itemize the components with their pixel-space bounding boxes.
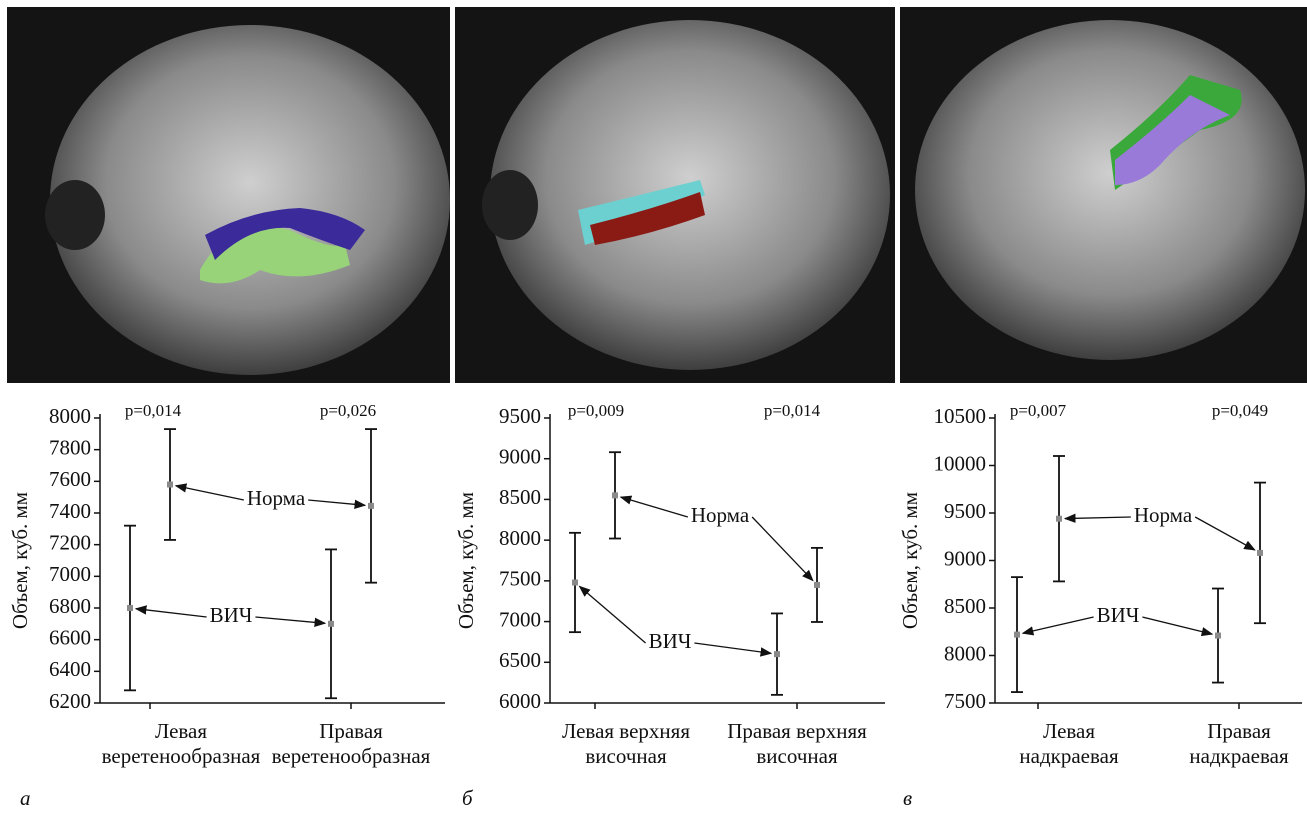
y-tick-label: 9000 [944,546,986,570]
p-value: p=0,014 [764,401,821,420]
series-label: Норма [691,503,750,527]
series-label: ВИЧ [1097,603,1140,627]
figure: 6200 6400 6600 6800 7000 7200 7400 7600 7800 8000… [0,0,1307,815]
y-tick-label: 10500 [934,404,987,428]
mri-a [7,7,450,383]
p-value: p=0,026 [320,401,376,420]
p-value: p=0,007 [1010,401,1067,420]
x-tick-label: Правая веретенообразная [241,719,461,769]
y-tick-label: 7800 [49,435,91,459]
panel-label: а [20,786,31,810]
arrow [621,497,688,517]
arrow [176,486,244,500]
p-value: p=0,014 [125,401,182,420]
series-label: ВИЧ [649,629,692,653]
y-tick-label: 6000 [499,689,541,713]
panel-label: б [462,786,474,810]
point [814,582,820,588]
y-tick-label: 9500 [499,404,541,428]
point [368,503,374,509]
point [1056,516,1062,522]
y-tick-label: 8000 [499,526,541,550]
y-tick-label: 7000 [499,607,541,631]
point [572,579,578,585]
y-axis-label: Объем, куб. мм [454,492,478,629]
point [328,621,334,627]
p-value: p=0,009 [568,401,624,420]
arrow [694,643,771,653]
point [774,651,780,657]
arrow [308,500,365,505]
arrow [1065,517,1131,519]
y-tick-label: 6600 [49,625,91,649]
point [127,605,133,611]
y-tick-label: 7400 [49,499,91,523]
x-tick-label: Правая верхняя височная [687,719,907,769]
point [1215,633,1221,639]
arrow [752,517,813,581]
arrow [1142,617,1212,634]
y-axis-label: Объем, куб. мм [898,492,922,629]
series-label: Норма [247,486,306,510]
y-tick-label: 7200 [49,530,91,554]
arrow [1195,517,1255,550]
point [167,482,173,488]
y-tick-label: 6800 [49,594,91,618]
chart: 6200 6400 6600 6800 7000 7200 7400 7600 7800 8000… [0,0,1307,815]
y-tick-label: 7500 [499,567,541,591]
y-tick-label: 9500 [944,499,986,523]
mri-b [455,7,895,383]
y-tick-label: 6400 [49,657,91,681]
y-axis-label: Объем, куб. мм [8,492,32,629]
arrow [255,617,325,623]
x-tick-label: Правая надкраевая [1129,719,1307,769]
point [612,492,618,498]
series-label: Норма [1134,503,1193,527]
point [1014,632,1020,638]
y-tick-label: 9000 [499,445,541,469]
arrow [136,609,207,617]
y-tick-label: 8000 [944,641,986,665]
y-tick-label: 6500 [499,648,541,672]
y-tick-label: 10000 [934,451,987,475]
y-tick-label: 7000 [49,562,91,586]
point [1257,550,1263,556]
y-tick-label: 8500 [944,594,986,618]
arrow [580,586,646,643]
p-value: p=0,049 [1212,401,1268,420]
series-label: ВИЧ [210,603,253,627]
y-tick-label: 6200 [49,689,91,713]
y-tick-label: 8000 [49,404,91,428]
panel-label: в [903,786,912,810]
mri-c [900,7,1307,383]
y-tick-label: 7600 [49,467,91,491]
y-tick-label: 8500 [499,485,541,509]
arrow [1023,617,1094,633]
y-tick-label: 7500 [944,689,986,713]
